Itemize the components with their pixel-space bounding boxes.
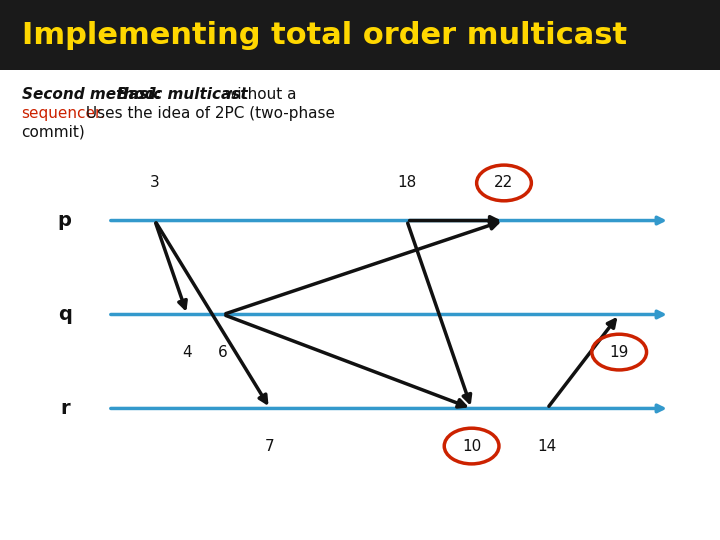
Text: without a: without a (220, 87, 296, 102)
Text: 14: 14 (538, 438, 557, 454)
Text: Uses the idea of 2PC (two-phase: Uses the idea of 2PC (two-phase (81, 106, 335, 121)
Text: commit): commit) (22, 125, 86, 140)
Text: p: p (58, 211, 72, 230)
Text: 18: 18 (397, 176, 416, 191)
Text: 22: 22 (495, 176, 513, 191)
Text: 7: 7 (265, 438, 275, 454)
Text: 3: 3 (150, 176, 160, 191)
Text: sequencer.: sequencer. (22, 106, 105, 121)
Text: Second method:: Second method: (22, 87, 166, 102)
Text: 19: 19 (610, 345, 629, 360)
Text: Implementing total order multicast: Implementing total order multicast (22, 21, 626, 50)
Text: Basic multicast: Basic multicast (117, 87, 248, 102)
Text: r: r (60, 399, 70, 418)
Text: 6: 6 (218, 345, 228, 360)
Text: q: q (58, 305, 72, 324)
Text: 10: 10 (462, 438, 481, 454)
Text: 4: 4 (182, 345, 192, 360)
